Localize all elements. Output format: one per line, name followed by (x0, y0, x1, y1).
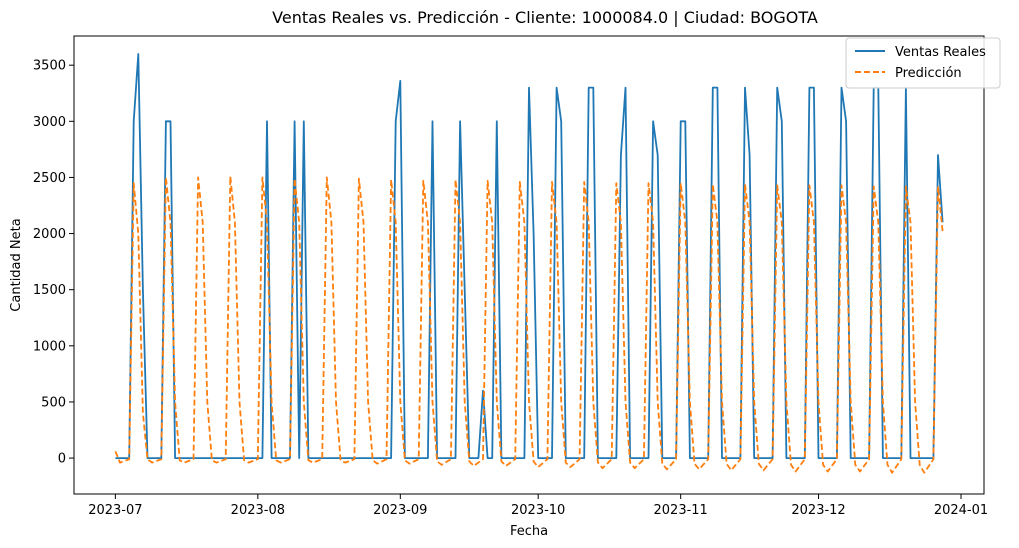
y-tick-label: 0 (58, 452, 66, 467)
x-tick-label: 2023-07 (88, 503, 142, 518)
y-tick-label: 2500 (33, 171, 66, 186)
x-tick-label: 2023-08 (231, 503, 285, 518)
x-axis: 2023-07 2023-08 2023-09 2023-10 2023-11 2023-… (88, 494, 988, 518)
y-tick-label: 3500 (33, 59, 66, 74)
y-axis-title: Cantidad Neta (9, 218, 24, 311)
chart-title: Ventas Reales vs. Predicción - Cliente: … (272, 8, 818, 27)
legend: Ventas Reales Predicción (845, 37, 1001, 89)
y-tick-label: 500 (41, 395, 66, 410)
y-tick-label: 3000 (33, 115, 66, 130)
x-axis-title: Fecha (510, 524, 548, 539)
series-line-1 (114, 175, 944, 474)
y-tick-label: 1500 (33, 283, 66, 298)
x-tick-label: 2023-09 (373, 503, 427, 518)
x-tick-label: 2023-11 (654, 503, 708, 518)
y-axis: 0 500 1000 1500 2000 2500 3000 3500 (33, 59, 74, 467)
series-line-0 (115, 53, 944, 459)
legend-label-ventas-reales: Ventas Reales (895, 45, 986, 60)
x-tick-label: 2023-10 (511, 503, 565, 518)
plot-frame (73, 35, 985, 495)
series-layer (114, 53, 944, 474)
x-tick-label: 2024-01 (934, 503, 988, 518)
x-tick-label: 2023-12 (791, 503, 845, 518)
legend-label-prediccion: Predicción (895, 66, 962, 81)
y-tick-label: 1000 (33, 339, 66, 354)
y-tick-label: 2000 (33, 227, 66, 242)
